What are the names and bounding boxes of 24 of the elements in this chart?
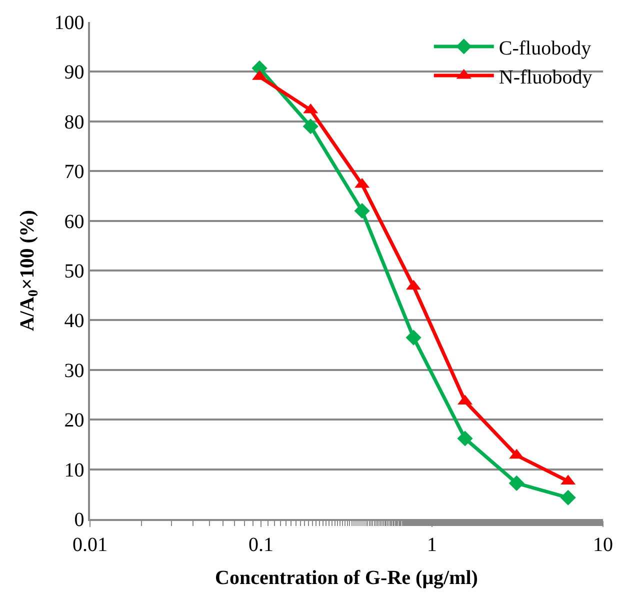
- legend-label: C-fluobody: [498, 37, 592, 60]
- y-tick-label: 70: [64, 161, 84, 184]
- y-tick-label: 40: [64, 310, 84, 332]
- point: [457, 430, 473, 446]
- y-tick-label: 100: [54, 12, 84, 34]
- point: [302, 118, 318, 134]
- point: [508, 475, 524, 492]
- y-tick-label: 80: [64, 111, 84, 134]
- point: [406, 330, 422, 346]
- y-tick-label: 90: [64, 62, 84, 84]
- y-tick-label: 10: [64, 459, 84, 482]
- y-tick-label: 50: [64, 260, 84, 282]
- x-axis-title: Concentration of G-Re (μg/ml): [215, 566, 478, 589]
- y-tick-label: 20: [64, 410, 84, 432]
- point: [560, 490, 576, 506]
- y-tick-label: 30: [64, 360, 84, 382]
- y-tick-label: 0: [74, 509, 84, 531]
- x-tick-label: 0.1: [248, 534, 274, 556]
- x-tick-label: 10: [593, 534, 613, 556]
- x-tick-label: 1: [427, 534, 437, 556]
- y-tick-label: 60: [64, 210, 84, 233]
- x-tick-label: 0.01: [72, 534, 108, 556]
- point: [354, 203, 370, 219]
- legend-label: N-fluobody: [498, 66, 592, 88]
